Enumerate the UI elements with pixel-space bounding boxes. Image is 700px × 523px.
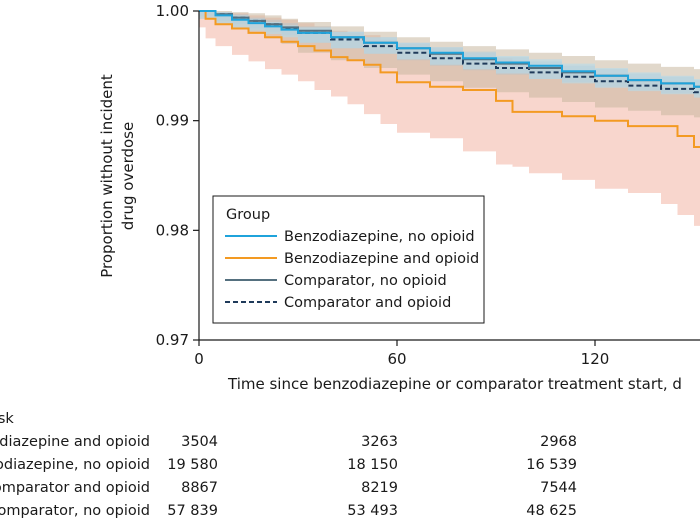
risk-row-label: Comparator, no opioid [0, 503, 150, 519]
y-tick-label: 0.99 [156, 112, 189, 130]
y-tick-label: 0.98 [156, 221, 189, 239]
y-tick-label: 0.97 [156, 331, 189, 349]
y-tick-label: 1.00 [156, 2, 189, 20]
risk-cell: 8219 [361, 480, 398, 496]
x-axis-title: Time since benzodiazepine or comparator … [227, 375, 682, 393]
axes: 0601201800.970.980.991.00 [156, 2, 700, 368]
legend-label: Comparator, no opioid [284, 273, 447, 289]
risk-cell: 48 625 [526, 503, 577, 519]
risk-cell: 57 839 [167, 503, 218, 519]
risk-row-label: Comparator and opioid [0, 480, 150, 496]
ci-band-benzodiazepine-and-opioid [199, 11, 700, 226]
risk-table: No. at risk Benzodiazepine and opioid 3504… [0, 411, 577, 519]
risk-cell: 19 580 [167, 457, 218, 473]
risk-cell: 2968 [540, 434, 577, 450]
x-tick-label: 60 [387, 350, 406, 368]
legend-label: Benzodiazepine, no opioid [284, 229, 475, 245]
risk-cell: 53 493 [347, 503, 398, 519]
risk-cell: 7544 [540, 480, 577, 496]
risk-row-label: Benzodiazepine, no opioid [0, 457, 150, 473]
risk-row-label: Benzodiazepine and opioid [0, 434, 150, 450]
x-tick-label: 120 [581, 350, 610, 368]
legend-title: Group [226, 207, 270, 223]
risk-cell: 16 539 [526, 457, 577, 473]
risk-cell: 18 150 [347, 457, 398, 473]
legend-label: Benzodiazepine and opioid [284, 251, 479, 267]
risk-table-title: No. at risk [0, 411, 14, 427]
legend: Group Benzodiazepine, no opioid Benzodiaze… [212, 195, 485, 324]
survival-curves [199, 10, 700, 148]
x-tick-label: 0 [194, 350, 204, 368]
risk-cell: 3263 [361, 434, 398, 450]
y-axis-title: Proportion without incident drug overdose [98, 74, 137, 278]
legend-label: Comparator and opioid [284, 295, 451, 311]
curve-benzodiazepine-and-opioid [199, 10, 700, 148]
risk-cell: 3504 [181, 434, 218, 450]
y-axis-title-line: Proportion without incident [98, 74, 116, 278]
risk-cell: 8867 [181, 480, 218, 496]
curve-benzodiazepine-no-opioid [199, 10, 700, 88]
y-axis-title-line: drug overdose [119, 122, 137, 230]
